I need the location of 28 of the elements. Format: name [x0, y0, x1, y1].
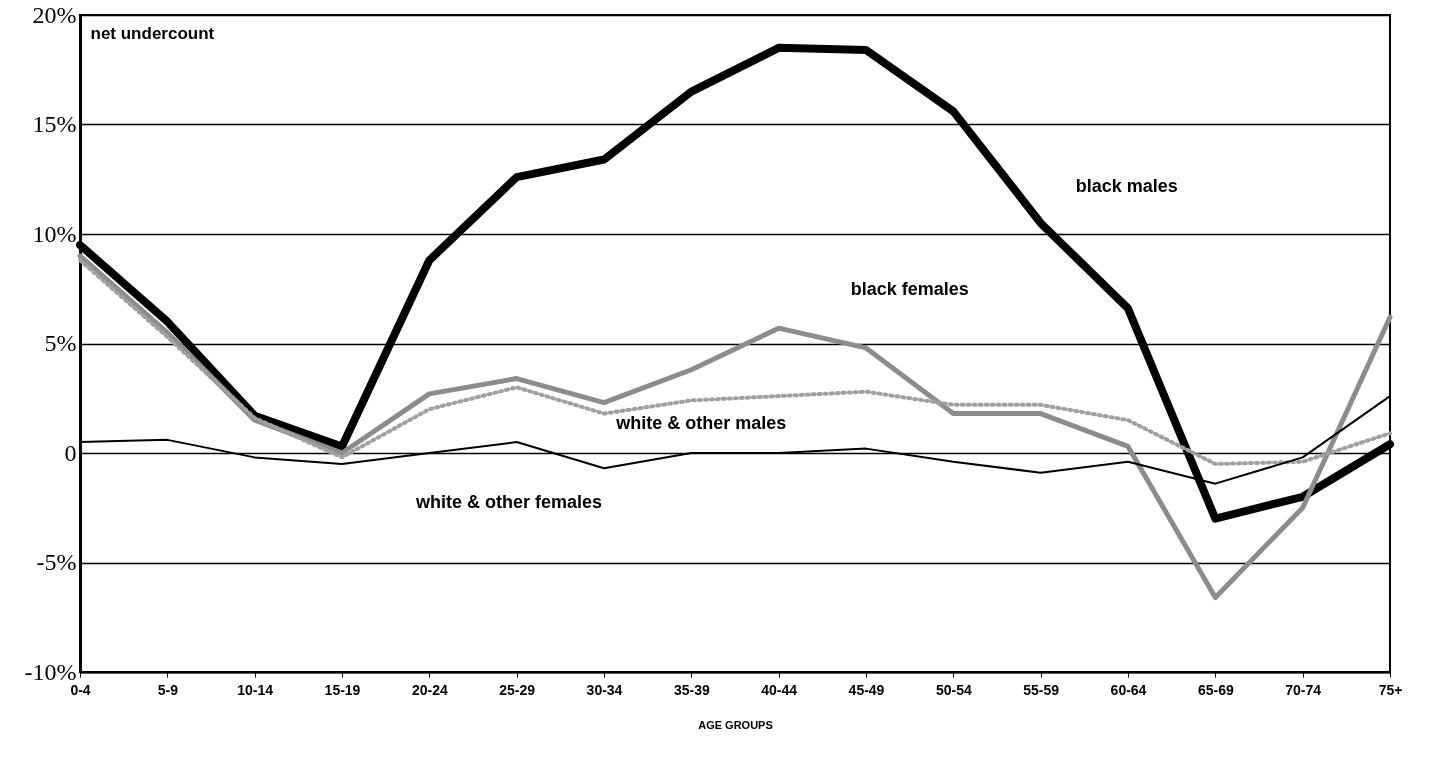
- x-tick-label: 65-69: [1197, 681, 1234, 698]
- x-tick-label: 60-64: [1110, 681, 1147, 698]
- x-tick-label: 50-54: [935, 681, 972, 698]
- x-tick-label: 35-39: [673, 681, 710, 698]
- x-tick-label: 45-49: [848, 681, 885, 698]
- x-tick-label: 70-74: [1285, 681, 1322, 698]
- x-tick-label: 55-59: [1023, 681, 1060, 698]
- y-axis-title: net undercount: [90, 23, 215, 43]
- y-tick-label: 20%: [32, 1, 77, 28]
- text: black males: [1075, 176, 1178, 197]
- y-tick-label: 15%: [32, 111, 77, 137]
- x-tick-label: 40-44: [761, 681, 798, 698]
- series-label: white & other females: [414, 492, 603, 513]
- y-tick-label: -5%: [36, 549, 77, 575]
- x-tick-label: 25-29: [499, 681, 536, 698]
- x-tick-label: 75+: [1378, 681, 1403, 698]
- x-tick-label: 20-24: [411, 681, 448, 698]
- series-label: white & other males: [615, 413, 787, 434]
- y-tick-label: 5%: [44, 330, 77, 356]
- x-axis-title: AGE GROUPS: [698, 718, 773, 731]
- x-tick-label: 30-34: [586, 681, 623, 698]
- x-tick-label: 15-19: [324, 681, 361, 698]
- line-series: [78, 258, 1392, 466]
- x-tick-label: 10-14: [237, 681, 274, 698]
- y-tick-label: 10%: [32, 220, 77, 247]
- x-tick-label: 5-9: [157, 681, 179, 698]
- text: black females: [850, 279, 969, 300]
- y-tick-label: 0: [64, 439, 77, 466]
